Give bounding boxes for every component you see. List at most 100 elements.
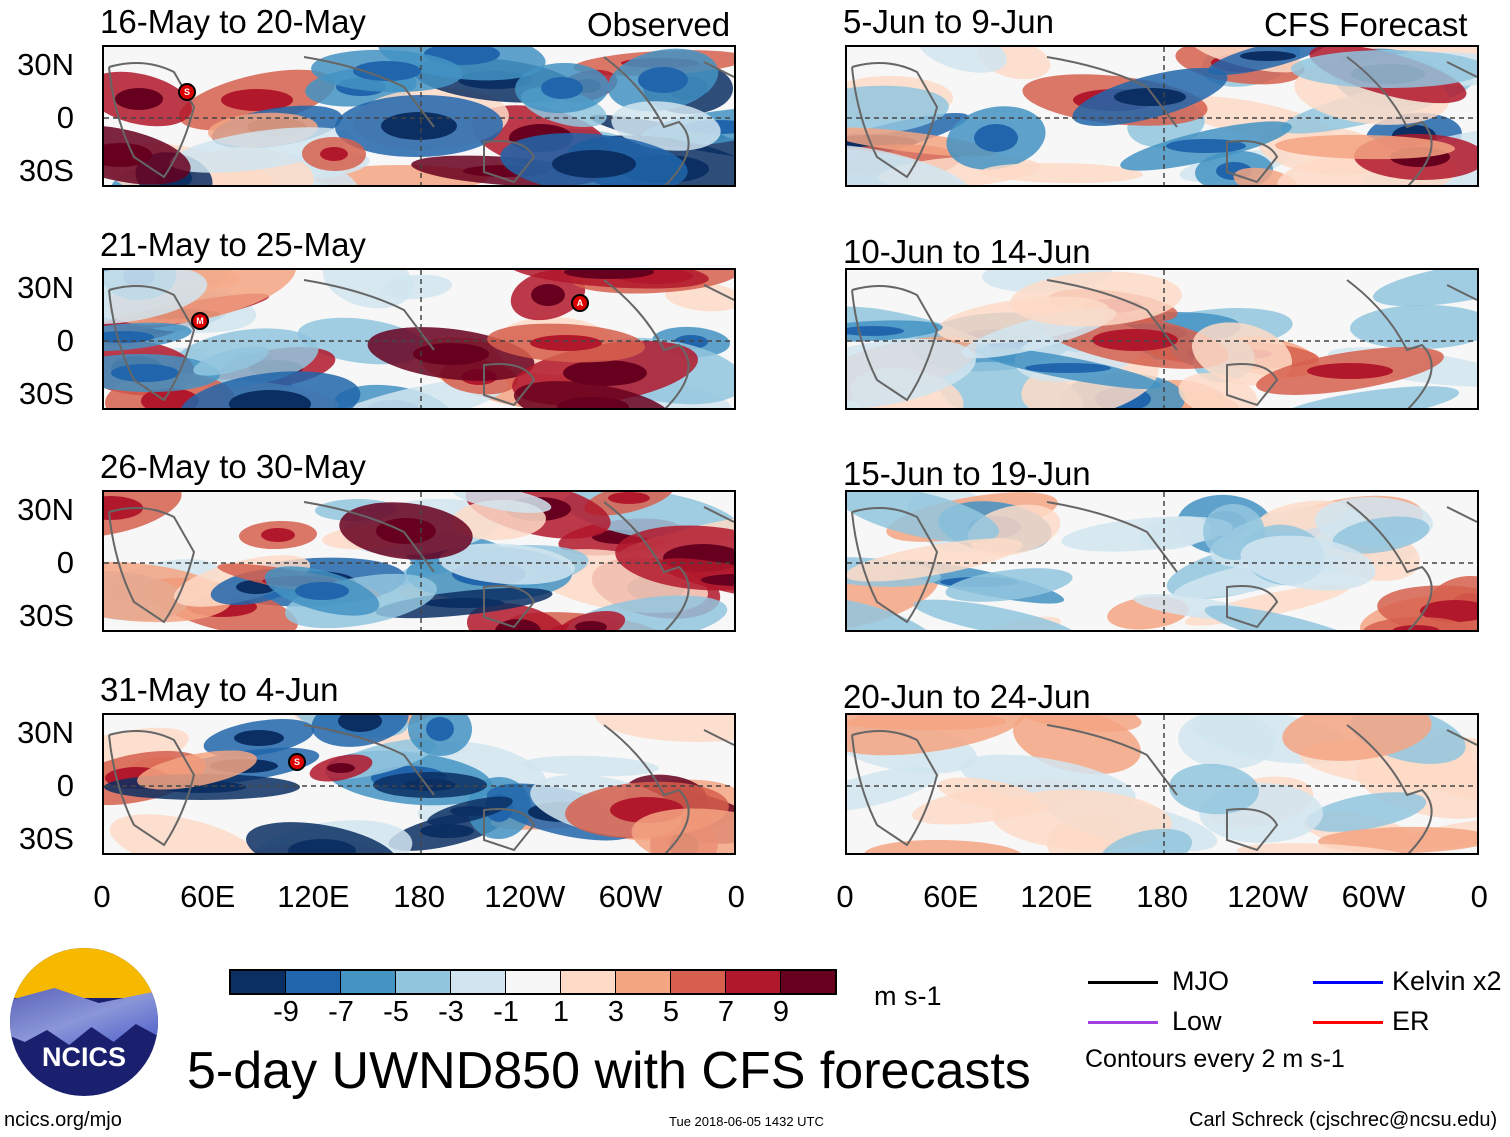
wind-anomaly-core <box>338 715 382 732</box>
kelvin-line <box>1313 981 1383 984</box>
map-panel-observed-1 <box>102 268 736 410</box>
wind-anomaly-region <box>847 85 949 135</box>
colorbar-swatch <box>506 971 561 993</box>
wind-anomaly-region <box>382 274 452 300</box>
wind-anomaly-region <box>104 270 208 325</box>
colorbar-tick-label: -7 <box>328 996 354 1028</box>
colorbar <box>229 969 837 995</box>
wind-anomaly-region <box>1013 715 1141 775</box>
wind-anomaly-core <box>141 388 199 408</box>
wind-anomaly-region <box>104 561 232 623</box>
wind-anomaly-core <box>327 763 355 773</box>
wind-anomaly-region <box>1010 271 1182 327</box>
wind-anomaly-core <box>1240 51 1296 61</box>
wind-anomaly-region <box>657 558 734 602</box>
map-panel-forecast-0 <box>845 45 1479 187</box>
wind-anomaly-region <box>169 127 353 173</box>
colorbar-swatch <box>726 971 781 993</box>
wind-anomaly-region <box>1275 134 1455 160</box>
wind-anomaly-region <box>193 346 269 376</box>
site-url[interactable]: ncics.org/mjo <box>4 1109 122 1131</box>
lon-label: 60W <box>1341 879 1406 914</box>
timestamp: Tue 2018-06-05 1432 UTC <box>669 1114 824 1129</box>
units-label: m s-1 <box>874 981 942 1011</box>
map-panel-observed-2 <box>102 490 736 632</box>
coastlines <box>108 279 734 408</box>
colorbar-tick-label: 9 <box>772 996 790 1028</box>
wind-anomaly-core <box>420 824 474 838</box>
wind-anomaly-core <box>426 717 454 741</box>
panel-title: 20-Jun to 24-Jun <box>843 678 1091 715</box>
lon-label: 0 <box>1470 879 1488 914</box>
colorbar-tick-label: -3 <box>438 996 464 1028</box>
colorbar-swatch <box>231 971 286 993</box>
wind-anomaly-core <box>111 364 179 382</box>
lat-label: 30S <box>18 598 74 633</box>
wind-anomaly-core <box>541 77 583 99</box>
author: Carl Schreck (cjschrec@ncsu.edu) <box>1189 1109 1498 1131</box>
colorbar-swatch <box>341 971 396 993</box>
wind-anomaly-core <box>608 492 650 504</box>
colorbar-swatch <box>781 971 835 993</box>
wind-anomaly-region <box>981 162 1143 184</box>
lon-label: 60E <box>923 879 979 914</box>
contour-note: Contours every 2 m s-1 <box>1085 1045 1345 1073</box>
wind-anomaly-core <box>564 270 654 279</box>
wind-anomaly-region <box>1363 616 1469 630</box>
colorbar-tick-label: -9 <box>273 996 299 1028</box>
wind-anomaly-core <box>376 518 436 544</box>
wind-anomaly-region <box>109 814 261 853</box>
wind-anomaly-region <box>992 789 1172 851</box>
wind-anomaly-region <box>945 568 1073 602</box>
wind-anomaly-core <box>1025 363 1111 373</box>
lat-label: 30N <box>17 47 74 82</box>
wind-anomaly-core <box>575 621 607 630</box>
wind-anomaly-region <box>864 839 1024 853</box>
map-panel-forecast-1 <box>845 268 1479 410</box>
lat-label: 30N <box>17 492 74 527</box>
wind-anomaly-region <box>1282 715 1432 761</box>
lon-label: 120E <box>1020 879 1093 914</box>
wind-anomaly-core <box>847 326 904 336</box>
lat-label: 30S <box>18 821 74 856</box>
lon-label: 120W <box>484 879 566 914</box>
wind-anomaly-region <box>566 595 728 630</box>
wind-anomaly-region <box>847 715 1006 731</box>
colorbar-swatch <box>671 971 726 993</box>
wind-anomaly-region <box>847 492 1000 543</box>
wind-anomaly-core <box>1420 600 1477 622</box>
mjo-line <box>1088 981 1158 984</box>
colorbar-swatch <box>396 971 451 993</box>
tropical-cyclone-marker: S <box>288 753 306 771</box>
wind-anomaly-core <box>424 598 504 608</box>
lat-label: 0 <box>56 100 74 135</box>
wind-anomaly-region <box>847 144 972 185</box>
figure-title: 5-day UWND850 with CFS forecasts <box>187 1042 1031 1100</box>
wind-anomaly-region <box>1169 763 1259 815</box>
wind-anomaly-core <box>413 343 489 365</box>
coastlines <box>108 56 734 185</box>
wind-anomaly-core <box>563 360 647 386</box>
wind-anomaly-region <box>137 750 257 790</box>
tropical-cyclone-marker: S <box>178 83 196 101</box>
observed-label: Observed <box>587 6 731 43</box>
panel-title: 5-Jun to 9-Jun <box>843 3 1054 40</box>
wind-anomaly-core <box>552 150 636 178</box>
lat-label: 0 <box>56 323 74 358</box>
colorbar-tick-label: -5 <box>383 996 409 1028</box>
wind-anomaly-region <box>1099 828 1193 853</box>
wind-anomaly-core <box>974 124 1018 152</box>
coastlines <box>851 724 1477 853</box>
tropical-cyclone-marker: M <box>191 312 209 330</box>
tropical-cyclone-marker: A <box>571 294 589 312</box>
lat-label: 0 <box>56 545 74 580</box>
forecast-label: CFS Forecast <box>1264 6 1468 43</box>
wind-anomaly-region <box>847 766 940 812</box>
coastlines <box>851 501 1477 630</box>
wind-anomaly-region <box>1278 386 1460 408</box>
wind-anomaly-region <box>1233 167 1299 185</box>
legend-kelvin: Kelvin x2 <box>1392 966 1502 996</box>
wind-anomaly-core <box>701 574 734 586</box>
wind-anomaly-core <box>404 779 456 791</box>
lat-label: 30S <box>18 153 74 188</box>
